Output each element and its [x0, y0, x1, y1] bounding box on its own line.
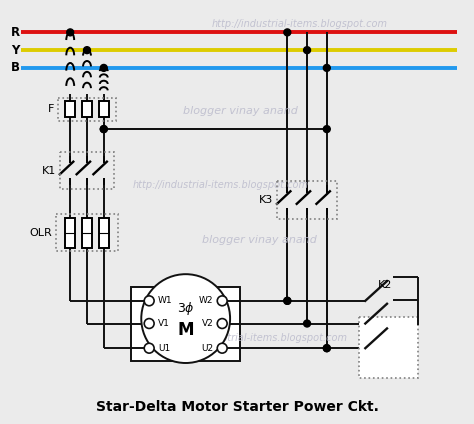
- Circle shape: [323, 345, 330, 351]
- Text: W2: W2: [199, 296, 213, 305]
- Bar: [82, 218, 92, 248]
- Circle shape: [323, 126, 330, 133]
- Circle shape: [304, 320, 310, 327]
- Bar: [58, 98, 116, 121]
- Text: http://industrial-items.blogspot.com: http://industrial-items.blogspot.com: [132, 180, 308, 190]
- Text: W1: W1: [158, 296, 173, 305]
- Text: K2: K2: [378, 280, 393, 290]
- Circle shape: [100, 126, 107, 133]
- Text: V2: V2: [201, 319, 213, 328]
- Circle shape: [83, 47, 91, 53]
- Text: U2: U2: [201, 344, 213, 353]
- Bar: [82, 101, 92, 117]
- Circle shape: [217, 318, 227, 329]
- Circle shape: [284, 297, 291, 304]
- Text: M: M: [177, 321, 194, 340]
- Bar: [277, 181, 337, 219]
- Circle shape: [100, 126, 107, 133]
- Text: OLR: OLR: [30, 228, 53, 238]
- Circle shape: [284, 297, 291, 304]
- Circle shape: [304, 47, 310, 53]
- Text: Star-Delta Motor Starter Power Ckt.: Star-Delta Motor Starter Power Ckt.: [96, 400, 378, 414]
- Bar: [65, 218, 75, 248]
- Bar: [99, 101, 109, 117]
- Text: U1: U1: [158, 344, 170, 353]
- Text: K1: K1: [42, 165, 56, 176]
- Text: blogger vinay anand: blogger vinay anand: [202, 234, 317, 245]
- Circle shape: [100, 64, 107, 71]
- Circle shape: [284, 29, 291, 36]
- Text: F: F: [48, 104, 55, 114]
- Text: R: R: [10, 26, 19, 39]
- Circle shape: [323, 64, 330, 71]
- Text: K3: K3: [259, 195, 273, 205]
- Circle shape: [323, 345, 330, 351]
- Text: V1: V1: [158, 319, 170, 328]
- Circle shape: [67, 29, 73, 36]
- Text: http://industrial-items.blogspot.com: http://industrial-items.blogspot.com: [172, 333, 348, 343]
- Circle shape: [217, 343, 227, 353]
- Bar: [131, 287, 240, 361]
- Text: Y: Y: [11, 44, 19, 57]
- Bar: [60, 152, 114, 189]
- Text: blogger vinay anand: blogger vinay anand: [182, 106, 297, 116]
- Text: http://industrial-items.blogspot.com: http://industrial-items.blogspot.com: [211, 20, 387, 30]
- Circle shape: [141, 274, 230, 363]
- Circle shape: [144, 343, 154, 353]
- Bar: [359, 317, 418, 378]
- Text: 3$\phi$: 3$\phi$: [177, 300, 195, 317]
- Text: B: B: [10, 61, 19, 75]
- Circle shape: [217, 296, 227, 306]
- Circle shape: [144, 296, 154, 306]
- Bar: [56, 214, 118, 251]
- Circle shape: [144, 318, 154, 329]
- Bar: [65, 101, 75, 117]
- Bar: [99, 218, 109, 248]
